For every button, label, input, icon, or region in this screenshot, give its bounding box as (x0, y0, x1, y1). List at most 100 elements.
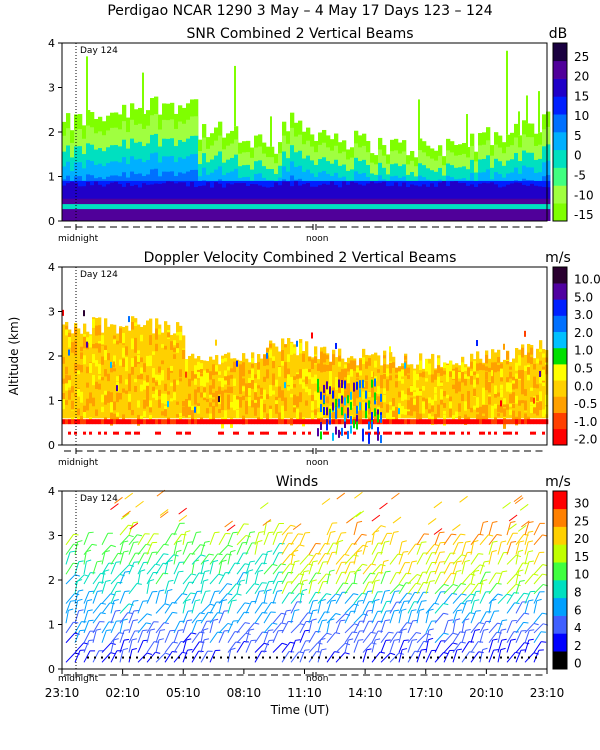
wind-barb (176, 549, 182, 553)
wind-barb (65, 551, 71, 565)
wind-barb (456, 560, 462, 563)
colorbar-segment (553, 615, 567, 634)
wind-barb (452, 631, 461, 644)
wind-barb (506, 593, 512, 596)
velocity-cell (155, 381, 158, 386)
velocity-cell (122, 358, 125, 367)
velocity-cell (533, 363, 536, 370)
wind-barb (263, 551, 268, 565)
velocity-cell (440, 368, 443, 376)
wind-barb (493, 649, 499, 651)
velocity-cell (239, 431, 243, 435)
wind-barb (425, 639, 429, 653)
velocity-cell (458, 403, 461, 412)
wind-barb (119, 534, 130, 546)
wind-barb (443, 552, 451, 565)
wind-barb (173, 630, 179, 643)
velocity-cell (104, 390, 107, 395)
wind-barb (384, 540, 390, 543)
snr-cell (206, 198, 211, 221)
velocity-cell (68, 332, 71, 339)
wind-barb (455, 618, 461, 621)
snr-cell (146, 198, 151, 221)
wind-barb (73, 533, 79, 536)
velocity-cell (374, 431, 378, 435)
wind-barb (519, 580, 525, 582)
wind-barb (263, 622, 273, 634)
wind-barb (213, 559, 219, 563)
x-tick-label: 05:10 (166, 686, 201, 700)
velocity-cell (185, 360, 188, 370)
wind-barb (164, 554, 175, 565)
wind-barb (240, 579, 246, 582)
wind-barb (299, 571, 305, 585)
velocity-cell (227, 366, 230, 371)
wind-barb (159, 509, 169, 516)
wind-marker (444, 656, 446, 659)
wind-barb (200, 580, 204, 594)
wind-barb (200, 591, 206, 604)
velocity-cell (218, 431, 222, 435)
wind-barb (128, 610, 135, 624)
wind-barb (401, 540, 407, 543)
velocity-cell (467, 391, 470, 403)
velocity-cell (380, 402, 383, 409)
wind-barb (371, 542, 379, 555)
wind-barb (366, 540, 372, 543)
wind-barb (425, 650, 432, 663)
velocity-cell (146, 375, 149, 385)
velocity-cell (350, 356, 354, 419)
velocity-cell (440, 419, 444, 425)
wind-barb (281, 592, 290, 604)
velocity-cell (134, 322, 137, 326)
wind-barb (443, 593, 453, 604)
snr-time-strip (64, 224, 543, 230)
snr-cell (94, 198, 99, 221)
velocity-cell (80, 419, 84, 425)
wind-barb (146, 621, 155, 634)
wind-barb (128, 534, 138, 546)
velocity-cell (296, 340, 298, 347)
velocity-cell (410, 385, 413, 392)
velocity-cell (71, 431, 75, 435)
wind-barb (258, 569, 264, 572)
wind-barb (479, 522, 484, 536)
snr-cell (78, 198, 83, 221)
velocity-cell (278, 367, 281, 377)
wind-barb (236, 622, 246, 634)
wind-barb (146, 652, 152, 655)
wind-barb (515, 551, 519, 565)
wind-barb (353, 593, 359, 596)
velocity-cell (224, 389, 227, 393)
snr-cell (194, 198, 199, 221)
snr-cell (294, 198, 299, 221)
wind-barb (322, 619, 328, 622)
wind-barb (110, 582, 118, 595)
velocity-cell (407, 419, 411, 425)
snr-cell (370, 198, 375, 221)
snr-cell (358, 204, 363, 210)
wind-barb (236, 593, 242, 596)
wind-barb (524, 532, 529, 545)
velocity-cell (245, 419, 249, 425)
wind-barb (461, 641, 470, 653)
velocity-cell (440, 395, 443, 405)
wind-barb (110, 620, 117, 634)
wind-barb (83, 630, 91, 643)
velocity-cell (347, 419, 351, 425)
wind-barb (443, 642, 454, 653)
snr-cell (278, 204, 283, 210)
velocity-cell (527, 367, 530, 375)
wind-barb (464, 618, 470, 621)
wind-barb (124, 629, 130, 631)
velocity-cell (341, 380, 343, 389)
velocity-cell (227, 375, 230, 386)
wind-marker (332, 656, 334, 659)
wind-barb (336, 492, 346, 500)
velocity-cell (65, 400, 68, 405)
velocity-cell (185, 359, 189, 419)
wind-barb (470, 582, 479, 595)
wind-barb (172, 641, 178, 644)
velocity-cell (398, 371, 401, 381)
